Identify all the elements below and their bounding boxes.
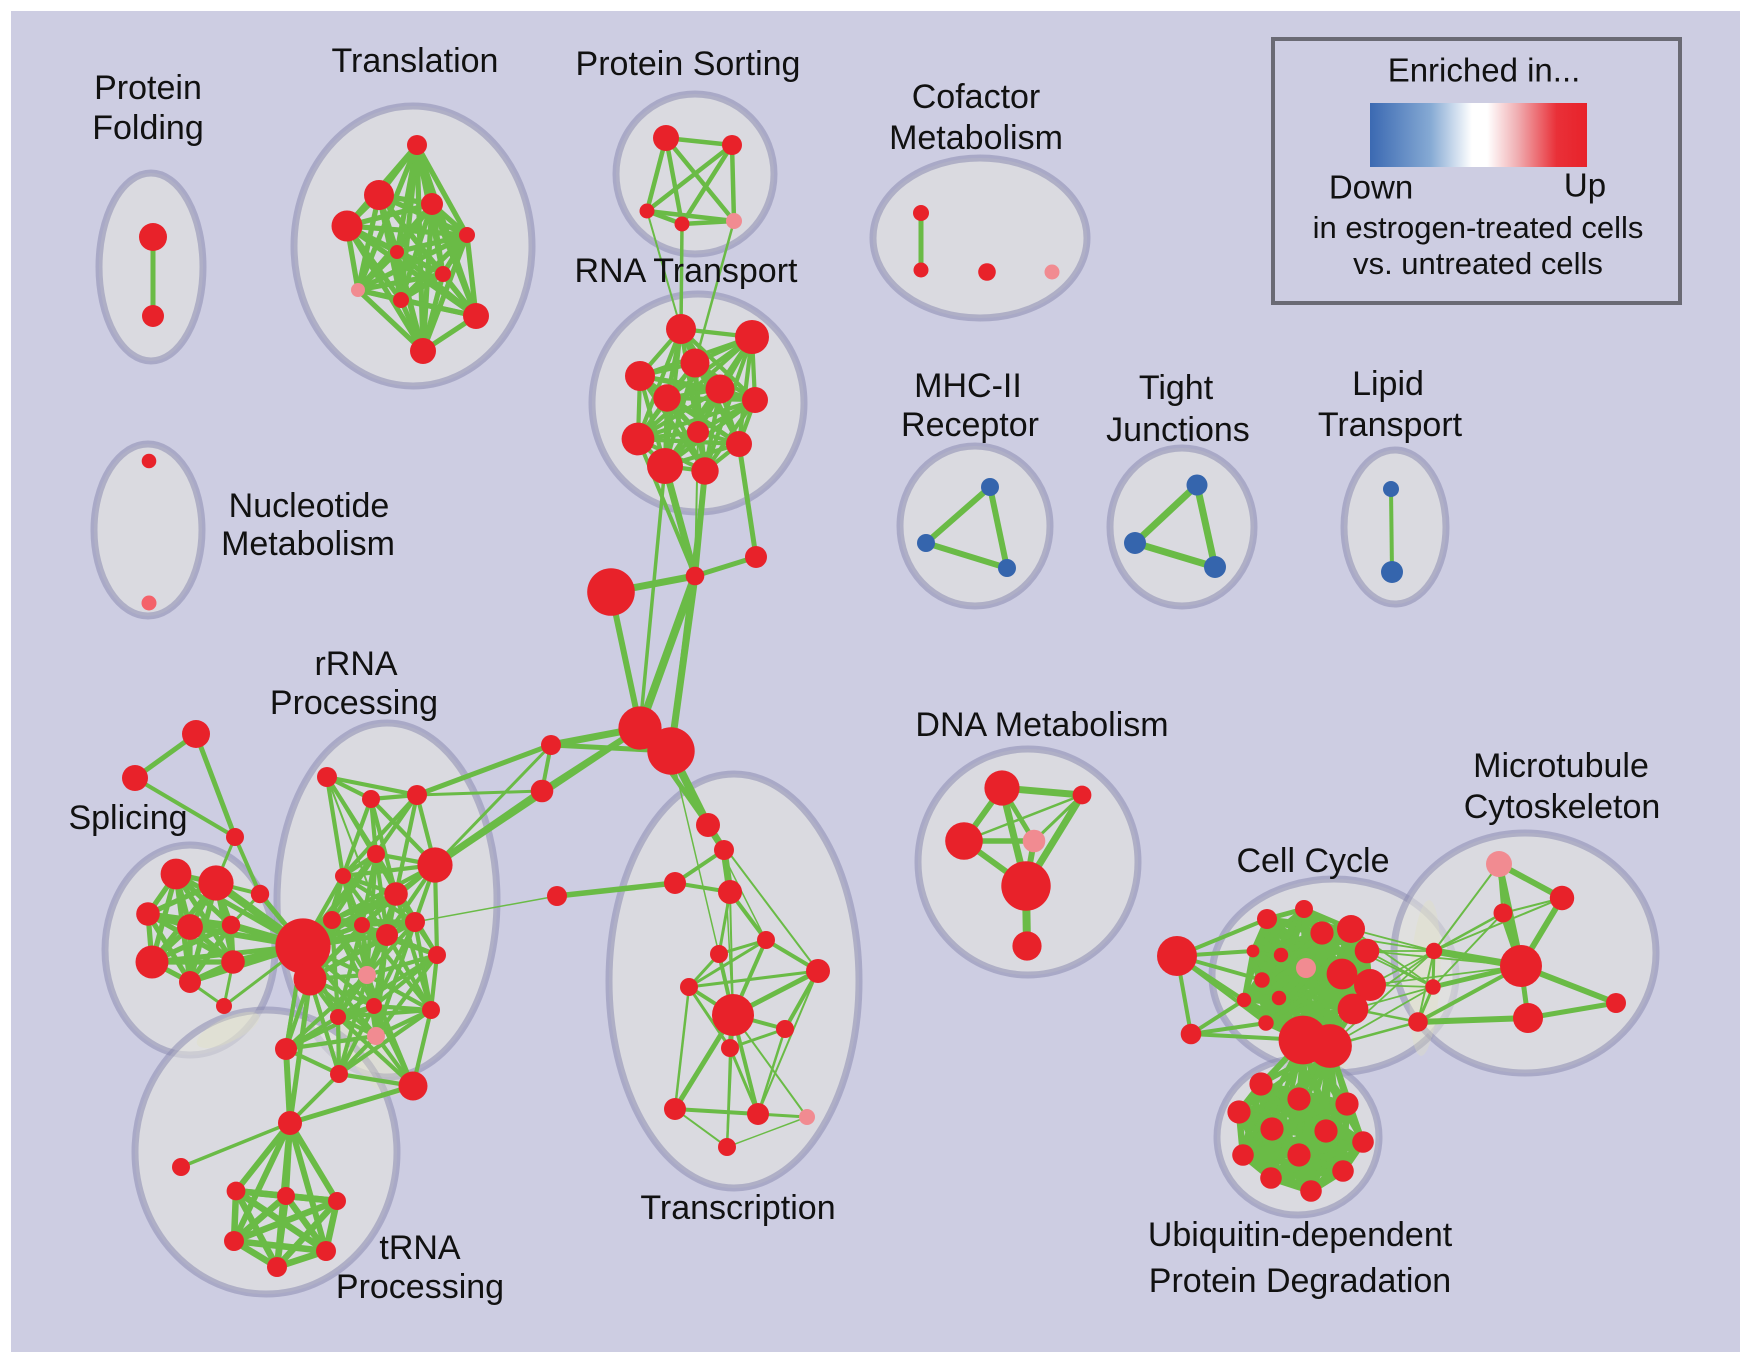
svg-text:Nucleotide: Nucleotide: [229, 487, 390, 525]
svg-text:Metabolism: Metabolism: [221, 525, 395, 563]
svg-text:Transcription: Transcription: [640, 1189, 835, 1227]
svg-text:Processing: Processing: [336, 1268, 504, 1306]
svg-text:Cell Cycle: Cell Cycle: [1236, 842, 1389, 880]
svg-text:Receptor: Receptor: [901, 406, 1039, 444]
svg-text:Translation: Translation: [332, 42, 499, 80]
svg-text:Ubiquitin-dependent: Ubiquitin-dependent: [1148, 1216, 1453, 1254]
svg-text:tRNA: tRNA: [379, 1229, 461, 1267]
svg-text:Protein: Protein: [94, 69, 202, 107]
svg-text:Transport: Transport: [1318, 406, 1463, 444]
svg-text:Protein Degradation: Protein Degradation: [1149, 1262, 1451, 1300]
svg-text:Metabolism: Metabolism: [889, 119, 1063, 157]
svg-text:Enriched in...: Enriched in...: [1388, 52, 1581, 89]
svg-text:rRNA: rRNA: [314, 645, 397, 683]
svg-text:Up: Up: [1564, 167, 1606, 204]
svg-text:Protein Sorting: Protein Sorting: [576, 45, 801, 83]
svg-text:DNA Metabolism: DNA Metabolism: [915, 706, 1168, 744]
svg-text:MHC-II: MHC-II: [914, 367, 1022, 405]
svg-text:Down: Down: [1329, 169, 1413, 206]
svg-text:vs. untreated cells: vs. untreated cells: [1353, 246, 1603, 281]
svg-text:Folding: Folding: [92, 109, 204, 147]
svg-text:Cofactor: Cofactor: [912, 78, 1041, 116]
svg-text:Lipid: Lipid: [1352, 365, 1424, 403]
svg-text:Tight: Tight: [1139, 369, 1214, 407]
svg-text:Cytoskeleton: Cytoskeleton: [1464, 788, 1661, 826]
svg-text:Junctions: Junctions: [1106, 411, 1250, 449]
svg-text:Processing: Processing: [270, 684, 438, 722]
svg-text:Microtubule: Microtubule: [1473, 747, 1649, 785]
svg-text:Splicing: Splicing: [68, 799, 187, 837]
svg-text:RNA Transport: RNA Transport: [575, 252, 799, 290]
svg-text:in estrogen-treated cells: in estrogen-treated cells: [1313, 210, 1644, 245]
